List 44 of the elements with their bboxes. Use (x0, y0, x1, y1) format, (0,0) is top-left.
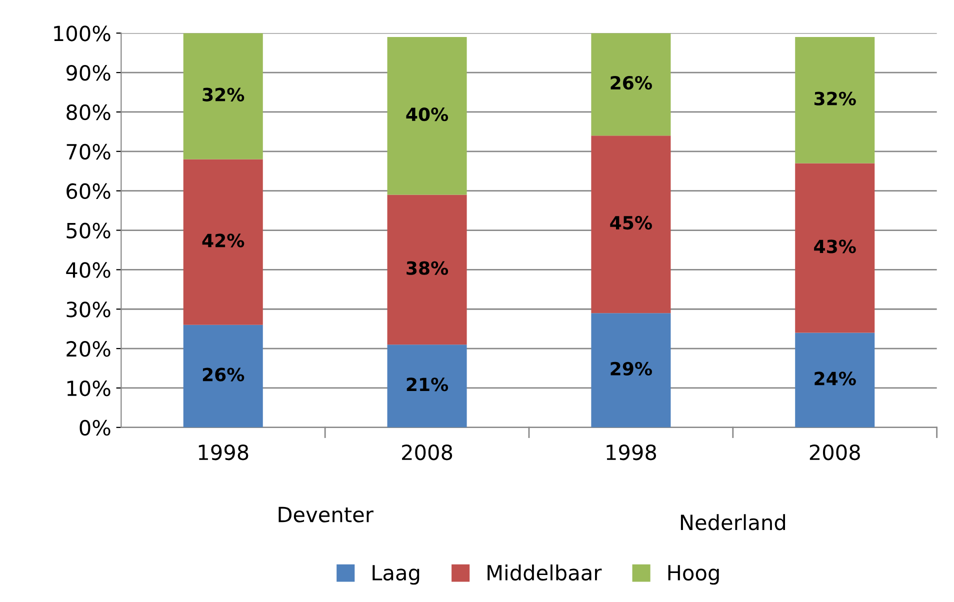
data-label: 29% (610, 362, 652, 376)
x-tick-label: 1998 (198, 444, 248, 460)
y-tick-label: 70% (66, 144, 110, 160)
data-label: 32% (202, 88, 244, 102)
bar (795, 37, 875, 164)
y-tick-label: 90% (66, 64, 110, 81)
data-label: 26% (202, 368, 244, 382)
bar (387, 194, 467, 345)
legend-label: Laag (372, 565, 420, 585)
legend-label: Hoog (668, 565, 719, 585)
bar (795, 163, 875, 333)
bar (183, 324, 263, 428)
y-tick-label: 80% (66, 104, 110, 120)
text: Nederland (680, 514, 786, 530)
legend-label: Middelbaar (488, 564, 602, 581)
y-tick-label: 100% (54, 26, 110, 42)
y-tick-label: 50% (66, 222, 110, 238)
y-tick-label: 60% (66, 183, 110, 200)
x-tick-label: 2008 (402, 444, 452, 460)
y-tick-label: 20% (66, 341, 110, 357)
bar (183, 33, 263, 160)
x-tick-label: 2008 (810, 444, 860, 460)
text: Deventer (278, 506, 374, 522)
bar (387, 37, 467, 195)
data-label: 38% (406, 261, 448, 275)
data-label: 42% (202, 234, 244, 248)
data-label: 24% (814, 372, 856, 386)
bar (183, 159, 263, 325)
data-label: 45% (610, 216, 652, 230)
data-label: 32% (814, 92, 856, 106)
y-tick-label: 0% (80, 420, 110, 436)
bar (795, 332, 875, 428)
x-tick-label: 1998 (606, 444, 656, 460)
data-label: 21% (406, 378, 448, 392)
bar (387, 344, 467, 428)
bar (591, 313, 671, 428)
bar (591, 136, 671, 314)
data-label: 40% (406, 107, 448, 122)
y-tick-label: 30% (66, 302, 110, 318)
y-tick-label: 40% (66, 262, 110, 278)
data-label: 43% (814, 240, 856, 254)
data-label: 26% (610, 76, 652, 90)
y-tick-label: 10% (67, 380, 110, 396)
bar (591, 33, 671, 136)
